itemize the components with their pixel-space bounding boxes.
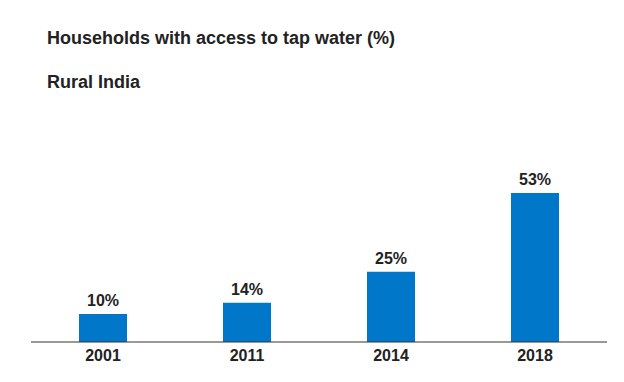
svg-text:25%: 25% [375,250,407,267]
svg-text:2001: 2001 [85,347,121,364]
svg-text:10%: 10% [87,292,119,309]
svg-text:2014: 2014 [373,347,409,364]
svg-text:53%: 53% [519,171,551,188]
svg-text:14%: 14% [231,281,263,298]
html-text:Rural India: Rural India [47,72,140,92]
svg-text:2011: 2011 [230,347,265,364]
html-text:Households with access to tap: Households with access to tap water (%) [47,28,396,48]
svg-text:2018: 2018 [517,347,553,364]
